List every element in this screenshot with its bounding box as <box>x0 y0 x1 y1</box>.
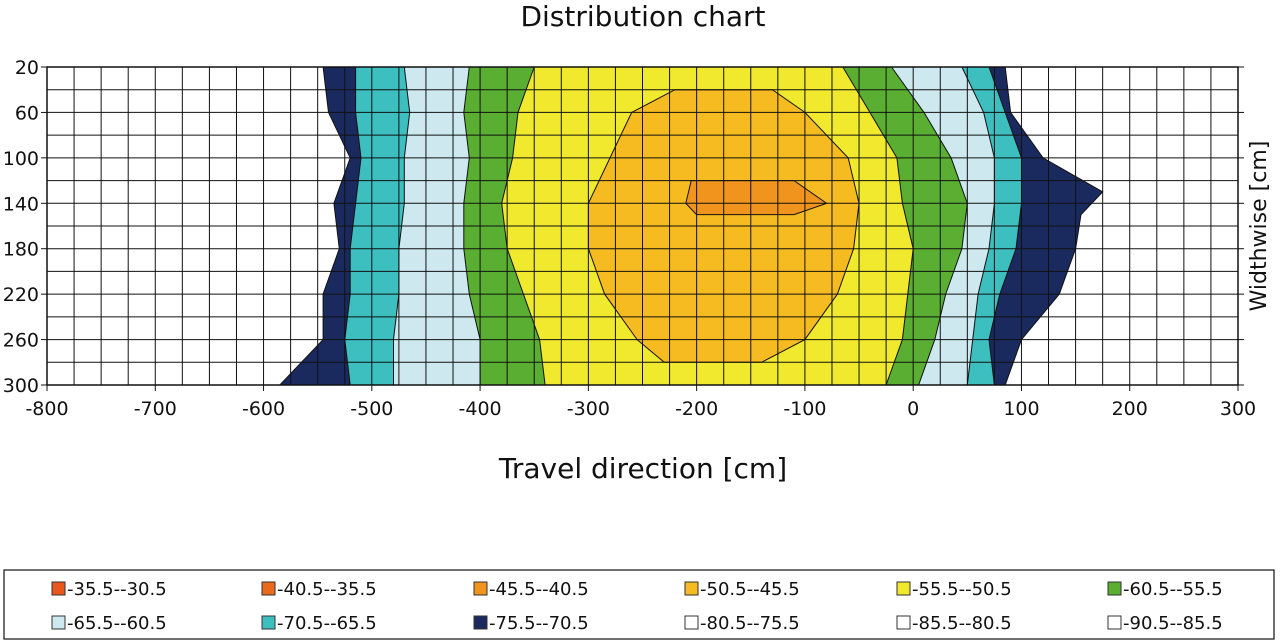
legend-label: -35.5--30.5 <box>67 579 167 600</box>
legend-swatch <box>684 581 699 596</box>
x-tick-label: 0 <box>907 398 919 420</box>
chart-title: Distribution chart <box>520 0 765 33</box>
legend-swatch <box>1107 581 1122 596</box>
legend-swatch <box>684 615 699 630</box>
legend-label: -45.5--40.5 <box>489 579 589 600</box>
x-axis-ticks: -800 -700 -600 -500 -400 -300 -200 -100 0 100 200 3… <box>25 385 1256 420</box>
legend-swatch <box>51 615 66 630</box>
y-axis-ticks: 20 60 100 140 180 220 260 300 <box>3 57 1244 397</box>
legend-label: -70.5--65.5 <box>277 613 377 634</box>
x-tick-label: -800 <box>25 398 68 420</box>
legend: -35.5--30.5 -40.5--35.5 -45.5--40.5 -50.5--… <box>3 569 1275 640</box>
y-tick-label: 140 <box>3 193 39 215</box>
y-tick-label: 300 <box>3 375 39 397</box>
x-tick-label: 300 <box>1220 398 1256 420</box>
legend-label: -65.5--60.5 <box>67 613 167 634</box>
x-tick-label: -100 <box>783 398 826 420</box>
legend-label: -75.5--70.5 <box>489 613 589 634</box>
plot-frame <box>46 66 1239 386</box>
x-tick-label: 200 <box>1112 398 1148 420</box>
legend-swatch <box>261 581 276 596</box>
x-tick-label: -500 <box>350 398 393 420</box>
legend-swatch <box>473 615 488 630</box>
x-tick-label: -300 <box>567 398 610 420</box>
legend-label: -55.5--50.5 <box>912 579 1012 600</box>
legend-swatch <box>51 581 66 596</box>
y-tick-label: 260 <box>3 330 39 352</box>
y-axis-label: Widthwise [cm] <box>1247 141 1272 312</box>
x-axis-label: Travel direction [cm] <box>498 452 787 485</box>
x-tick-label: -700 <box>134 398 177 420</box>
y-tick-label: 180 <box>3 239 39 261</box>
legend-label: -40.5--35.5 <box>277 579 377 600</box>
legend-label: -90.5--85.5 <box>1123 613 1223 634</box>
x-tick-label: -200 <box>675 398 718 420</box>
y-tick-label: 100 <box>3 148 39 170</box>
legend-label: -60.5--55.5 <box>1123 579 1223 600</box>
y-tick-label: 220 <box>3 284 39 306</box>
legend-swatch <box>261 615 276 630</box>
legend-label: -85.5--80.5 <box>912 613 1012 634</box>
legend-label: -80.5--75.5 <box>700 613 800 634</box>
legend-swatch <box>473 581 488 596</box>
legend-swatch <box>896 615 911 630</box>
x-tick-label: -400 <box>459 398 502 420</box>
legend-swatch <box>896 581 911 596</box>
legend-swatch <box>1107 615 1122 630</box>
x-tick-label: -600 <box>242 398 285 420</box>
grid-lines <box>46 66 1239 386</box>
x-tick-label: 100 <box>1003 398 1039 420</box>
y-tick-label: 20 <box>15 57 39 79</box>
y-tick-label: 60 <box>15 102 39 124</box>
legend-label: -50.5--45.5 <box>700 579 800 600</box>
legend-frame <box>3 569 1275 640</box>
